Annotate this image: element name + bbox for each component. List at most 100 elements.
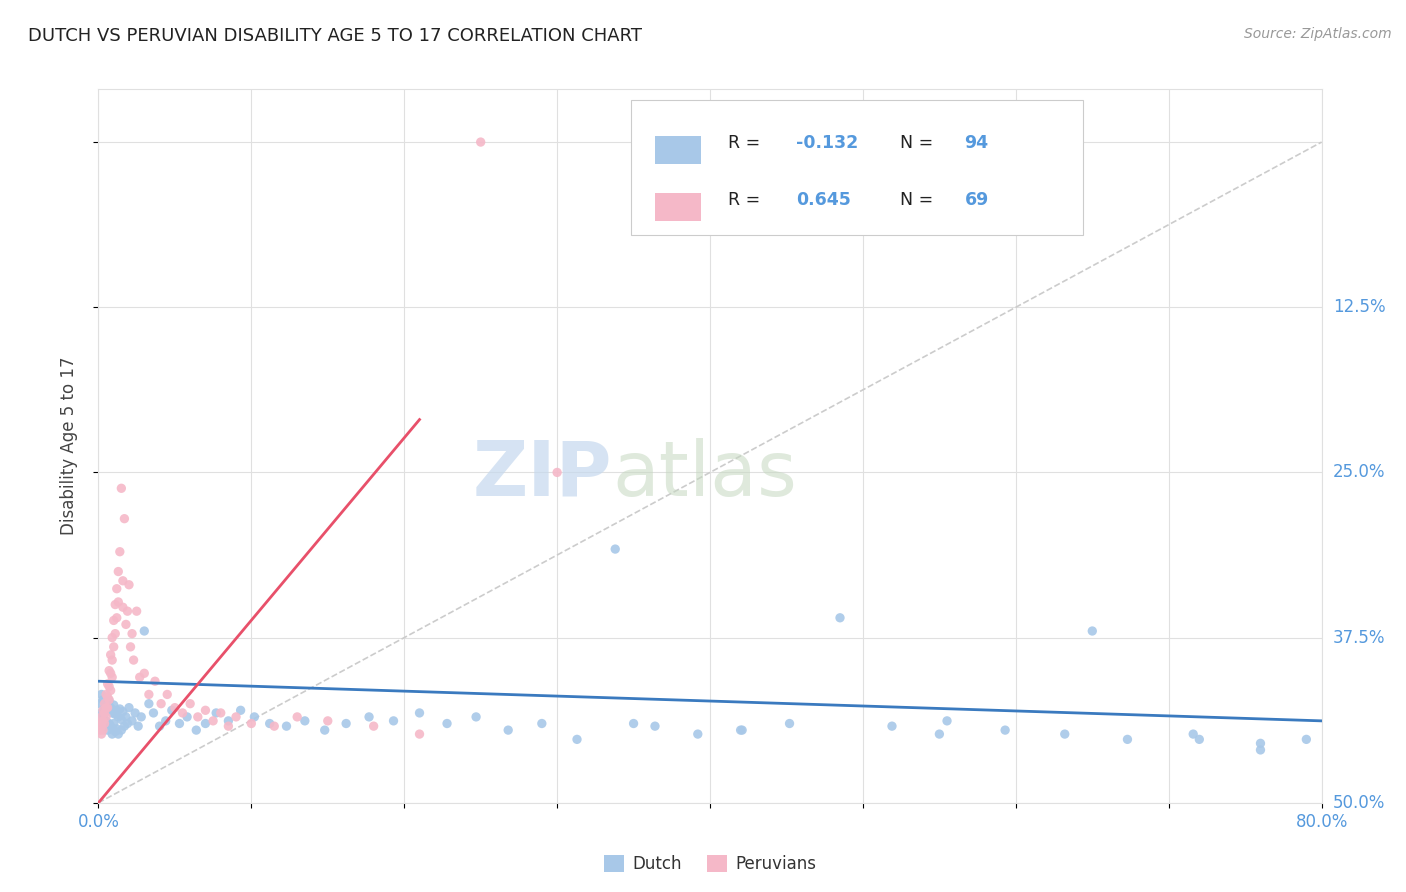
Point <box>93 716 115 731</box>
Point <box>217 714 239 728</box>
Point <box>160 703 183 717</box>
Point <box>194 716 217 731</box>
Point <box>103 716 125 731</box>
Point <box>1081 624 1104 638</box>
Point <box>120 640 142 654</box>
Point <box>316 714 339 728</box>
Point <box>169 716 191 731</box>
Text: 25.0%: 25.0% <box>1333 464 1385 482</box>
Point <box>111 600 134 615</box>
Point <box>163 700 186 714</box>
Point <box>93 719 115 733</box>
Point <box>179 697 201 711</box>
Point <box>117 604 139 618</box>
Point <box>205 706 228 720</box>
Point <box>156 688 179 702</box>
Text: 69: 69 <box>965 191 988 209</box>
Point <box>111 705 134 719</box>
Point <box>121 714 143 728</box>
Point <box>436 716 458 731</box>
Point <box>93 697 115 711</box>
Point <box>104 626 127 640</box>
Point <box>994 723 1017 738</box>
Point <box>90 710 112 724</box>
Point <box>125 604 148 618</box>
Point <box>118 578 141 592</box>
Point <box>101 653 124 667</box>
Point <box>110 723 132 738</box>
Text: DUTCH VS PERUVIAN DISABILITY AGE 5 TO 17 CORRELATION CHART: DUTCH VS PERUVIAN DISABILITY AGE 5 TO 17… <box>28 27 643 45</box>
Point <box>107 565 129 579</box>
Text: R =: R = <box>728 191 766 209</box>
Point <box>91 710 114 724</box>
Point <box>105 611 128 625</box>
Point <box>150 697 173 711</box>
Point <box>100 719 122 733</box>
Point <box>176 710 198 724</box>
Point <box>263 719 285 733</box>
Point <box>101 706 124 720</box>
Point <box>217 719 239 733</box>
Point <box>779 716 801 731</box>
Point <box>104 724 127 739</box>
Point <box>94 710 117 724</box>
Point <box>936 714 959 728</box>
Point <box>243 710 266 724</box>
Point <box>98 692 121 706</box>
Point <box>1249 736 1271 750</box>
Point <box>202 714 225 728</box>
Point <box>408 706 430 720</box>
Point <box>118 700 141 714</box>
Text: 50.0%: 50.0% <box>1333 794 1385 812</box>
Text: -0.132: -0.132 <box>796 134 858 152</box>
Point <box>605 542 627 557</box>
Point <box>225 710 247 724</box>
Legend: Dutch, Peruvians: Dutch, Peruvians <box>598 848 823 880</box>
Point <box>110 713 132 727</box>
Point <box>294 714 316 728</box>
Point <box>1295 732 1317 747</box>
Point <box>142 706 165 720</box>
Point <box>91 723 114 738</box>
Point <box>928 727 950 741</box>
Point <box>94 714 117 728</box>
Point <box>172 706 194 720</box>
Point <box>880 719 903 733</box>
Point <box>90 706 112 720</box>
Point <box>112 511 135 525</box>
Point <box>565 732 588 747</box>
Point <box>143 674 166 689</box>
Y-axis label: Disability Age 5 to 17: Disability Age 5 to 17 <box>59 357 77 535</box>
Point <box>97 690 120 704</box>
Point <box>90 727 112 741</box>
Point <box>357 710 380 724</box>
Point <box>186 723 208 738</box>
Point <box>107 595 129 609</box>
Point <box>103 698 125 712</box>
Bar <box>655 136 702 164</box>
Point <box>108 545 131 559</box>
Point <box>686 727 709 741</box>
Point <box>1116 732 1139 747</box>
Point <box>129 710 152 724</box>
Point <box>122 653 145 667</box>
Point <box>285 710 308 724</box>
Point <box>408 727 430 741</box>
Point <box>115 617 138 632</box>
Point <box>1053 727 1076 741</box>
Point <box>117 716 139 731</box>
Point <box>115 710 138 724</box>
Point <box>100 666 122 681</box>
Point <box>382 714 405 728</box>
Point <box>155 714 177 728</box>
Point <box>89 697 111 711</box>
Point <box>91 703 114 717</box>
Point <box>730 723 752 738</box>
Text: 12.5%: 12.5% <box>1333 298 1385 317</box>
Point <box>187 710 209 724</box>
Point <box>103 640 125 654</box>
Point <box>107 727 129 741</box>
Point <box>128 670 150 684</box>
Point <box>1188 732 1211 747</box>
Point <box>101 727 124 741</box>
